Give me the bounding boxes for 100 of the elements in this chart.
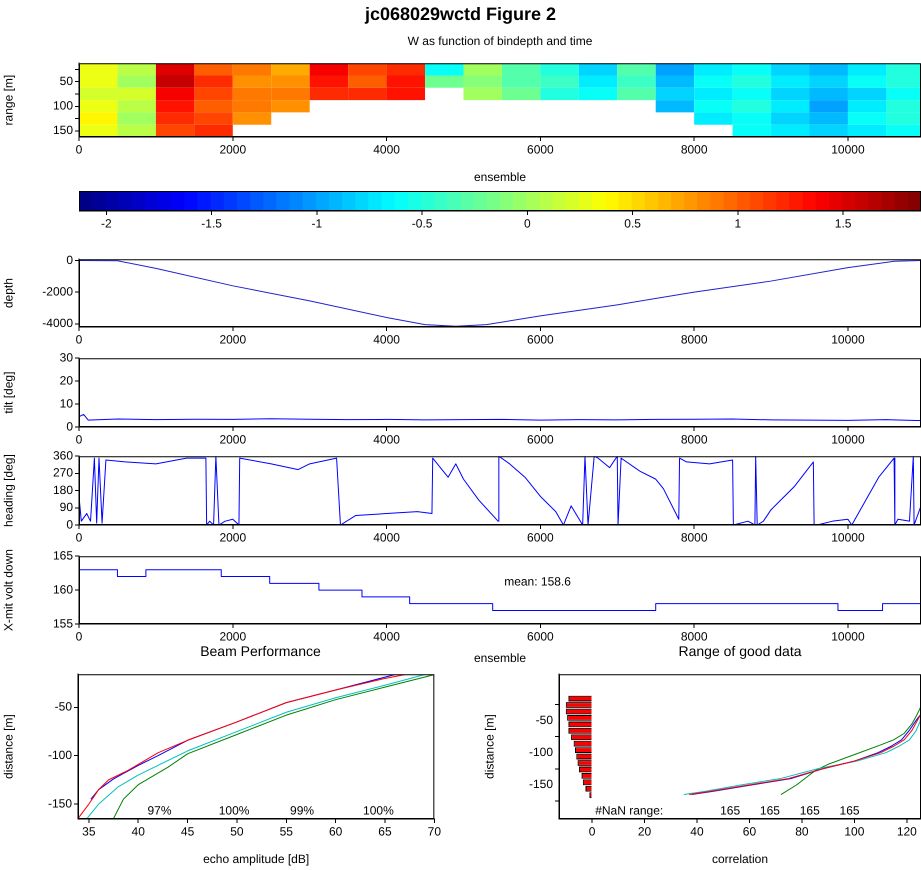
x-tick-label: 2000 xyxy=(219,530,246,545)
text: 165 xyxy=(720,803,740,818)
chart-subtitle: W as function of bindepth and time xyxy=(406,34,594,48)
x-tick-label: 70 xyxy=(428,824,442,839)
y-tick-label: -50 xyxy=(536,712,554,727)
x-tick-label: 45 xyxy=(180,824,195,839)
y-tick-label: 150 xyxy=(52,123,74,138)
x-tick-label: 100 xyxy=(844,824,865,839)
annotation: 100% xyxy=(363,803,394,818)
x-tick-label: 0 xyxy=(76,530,83,545)
y-tick-label: 165 xyxy=(52,548,74,563)
color-bar-label: 0.5 xyxy=(624,216,642,231)
y-tick-label: -150 xyxy=(528,777,554,792)
y-tick-label: -100 xyxy=(48,748,72,762)
x-tick-label: 6000 xyxy=(527,630,554,644)
y-tick-label: -150 xyxy=(48,796,72,810)
x-tick-label: 0 xyxy=(76,142,83,157)
x-tick-label: 0 xyxy=(76,332,83,347)
x-tick-label: 8000 xyxy=(680,630,708,644)
y-tick-label: 0 xyxy=(66,252,74,267)
color-bar-label: 1.5 xyxy=(834,216,852,231)
x-axis-title: echo amplitude [dB] xyxy=(203,852,310,866)
x-tick-label: 10000 xyxy=(831,630,865,644)
y-tick-label: 0 xyxy=(66,419,74,434)
x-tick-label: 2000 xyxy=(219,630,246,644)
x-tick-label: 40 xyxy=(690,824,704,839)
y-axis-title: depth xyxy=(2,278,16,308)
chart-title: Beam Performance xyxy=(199,643,322,659)
y-tick-label: 20 xyxy=(60,373,74,388)
x-tick-label: 60 xyxy=(328,824,343,839)
y-tick-label: 180 xyxy=(52,482,74,497)
x-tick-label: 2000 xyxy=(219,332,246,347)
y-tick-label: 0 xyxy=(66,517,74,532)
x-tick-label: 120 xyxy=(896,824,918,839)
x-tick-label: 8000 xyxy=(680,530,708,545)
annotation: 99% xyxy=(290,803,314,818)
x-tick-label: 55 xyxy=(280,824,294,839)
color-bar-label: 1 xyxy=(734,216,742,231)
x-tick-label: 10000 xyxy=(831,332,865,347)
x-tick-label: 6000 xyxy=(527,432,554,447)
y-tick-label: 50 xyxy=(60,74,74,88)
x-tick-label: 10000 xyxy=(831,142,865,157)
x-tick-label: 40 xyxy=(132,824,146,839)
x-tick-label: 4000 xyxy=(373,142,400,157)
y-tick-label: 10 xyxy=(60,396,74,410)
y-tick-label: 30 xyxy=(60,350,74,365)
x-tick-label: 10000 xyxy=(831,530,865,545)
y-axis-title: heading [deg] xyxy=(2,454,16,527)
text: 165 xyxy=(840,803,860,818)
x-tick-label: 8000 xyxy=(680,332,708,347)
annotation: mean: 158.6 xyxy=(504,574,572,588)
x-tick-label: 65 xyxy=(378,824,392,839)
y-tick-label: 270 xyxy=(52,466,74,480)
color-bar-label: -1.5 xyxy=(201,216,222,231)
color-bar-label: -0.5 xyxy=(412,216,433,231)
x-tick-label: 6000 xyxy=(527,530,554,545)
x-axis-title: correlation xyxy=(712,852,768,866)
x-tick-label: 2000 xyxy=(219,142,246,157)
x-tick-label: 50 xyxy=(230,824,244,839)
x-axis-title: ensemble xyxy=(474,170,526,184)
text: #NaN range: xyxy=(595,803,664,818)
x-tick-label: 0 xyxy=(76,630,83,644)
text: 165 xyxy=(760,803,780,818)
x-tick-label: 0 xyxy=(76,432,83,447)
x-tick-label: 20 xyxy=(638,824,652,839)
x-tick-label: 6000 xyxy=(527,332,554,347)
x-tick-label: 8000 xyxy=(680,142,708,157)
x-tick-label: 4000 xyxy=(373,530,400,545)
x-tick-label: 8000 xyxy=(680,432,708,447)
annotation: 100% xyxy=(218,803,250,818)
y-tick-label: -100 xyxy=(528,745,554,759)
y-tick-label: 160 xyxy=(52,582,74,596)
x-tick-label: 4000 xyxy=(373,432,400,447)
x-tick-label: 60 xyxy=(742,824,756,839)
x-tick-label: 80 xyxy=(795,824,809,839)
chart-title: Range of good data xyxy=(678,643,802,659)
color-bar-label: -1 xyxy=(312,216,323,231)
y-tick-label: -2000 xyxy=(42,284,74,298)
x-tick-label: 6000 xyxy=(527,142,554,157)
x-tick-label: 0 xyxy=(588,824,596,839)
x-tick-label: 35 xyxy=(82,824,96,839)
text: 165 xyxy=(800,803,820,818)
y-tick-label: 100 xyxy=(52,98,74,113)
y-axis-title: distance [m] xyxy=(2,714,16,779)
y-axis-title: distance [m] xyxy=(482,714,497,779)
y-tick-label: -4000 xyxy=(42,316,74,330)
x-tick-label: 4000 xyxy=(373,332,400,347)
x-tick-label: 10000 xyxy=(831,432,865,447)
x-tick-label: 2000 xyxy=(219,432,246,447)
y-axis-title: X-mit volt down xyxy=(2,549,16,632)
y-tick-label: 155 xyxy=(52,616,74,630)
y-tick-label: 360 xyxy=(52,448,74,463)
y-axis-title: tilt [deg] xyxy=(2,372,16,414)
x-axis-title: ensemble xyxy=(474,651,526,666)
y-tick-label: 90 xyxy=(60,500,74,514)
y-tick-label: -50 xyxy=(54,700,72,714)
annotation: 97% xyxy=(147,803,172,818)
chart-title: jc068029wctd Figure 2 xyxy=(364,4,558,25)
x-tick-label: 4000 xyxy=(373,630,400,644)
y-axis-title: range [m] xyxy=(2,74,16,126)
